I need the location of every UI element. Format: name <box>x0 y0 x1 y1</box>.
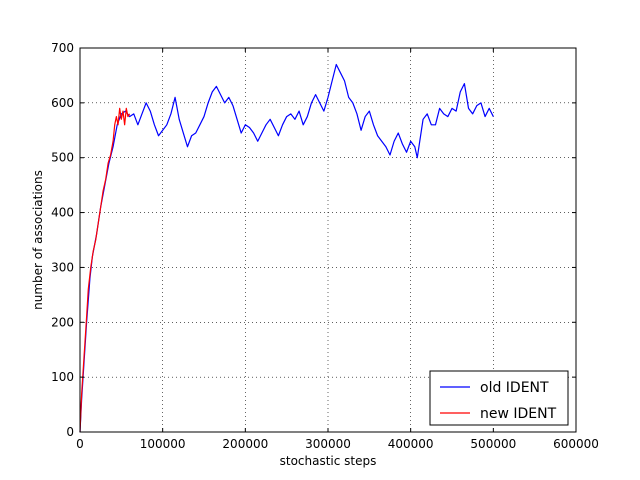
y-tick-label: 400 <box>51 206 74 220</box>
x-tick-label: 300000 <box>305 437 351 451</box>
x-tick-label: 0 <box>76 437 84 451</box>
ticks: 0 100000 200000 300000 400000 500000 600000 0 10… <box>51 41 599 451</box>
series-layer <box>79 63 494 433</box>
x-tick-label: 500000 <box>470 437 516 451</box>
legend-label: new IDENT <box>480 406 557 422</box>
y-tick-label: 0 <box>66 425 74 439</box>
legend: old IDENT new IDENT <box>429 370 569 426</box>
series-line-old-ident <box>79 63 494 433</box>
x-tick-label: 100000 <box>140 437 186 451</box>
y-axis-label: number of associations <box>31 170 45 310</box>
legend-box <box>429 370 569 426</box>
x-tick-label: 600000 <box>553 437 599 451</box>
x-axis-label: stochastic steps <box>280 454 377 468</box>
y-tick-label: 200 <box>51 315 74 329</box>
x-tick-label: 200000 <box>222 437 268 451</box>
x-tick-label: 400000 <box>388 437 434 451</box>
legend-label: old IDENT <box>480 380 549 396</box>
y-tick-label: 500 <box>51 151 74 165</box>
y-tick-label: 100 <box>51 370 74 384</box>
y-tick-label: 300 <box>51 260 74 274</box>
y-tick-label: 700 <box>51 41 74 55</box>
series-line-new-ident <box>79 107 131 433</box>
y-tick-label: 600 <box>51 96 74 110</box>
